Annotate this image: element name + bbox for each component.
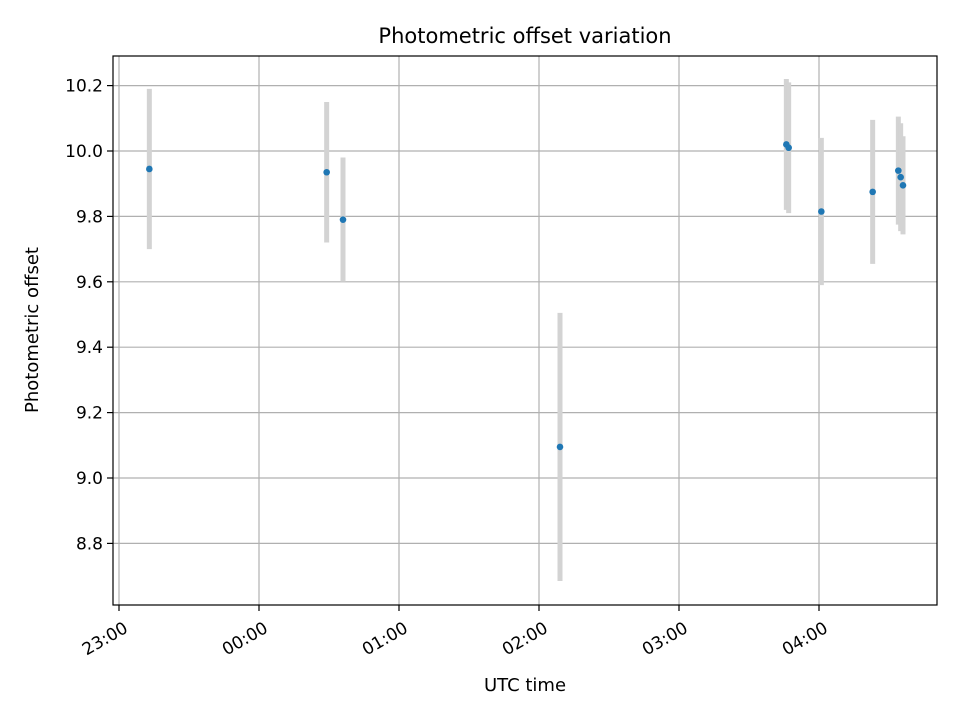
y-tick-label: 8.8 [76, 534, 103, 554]
chart-title: Photometric offset variation [378, 24, 671, 48]
y-tick-label: 9.2 [76, 404, 103, 424]
y-tick-label: 9.8 [76, 207, 103, 227]
grid [113, 56, 937, 605]
data-point [899, 182, 907, 189]
data-point [339, 216, 347, 223]
data-point [556, 443, 564, 451]
y-axis-label: Photometric offset [22, 247, 43, 413]
y-tick-label: 10.2 [65, 77, 103, 97]
y-axis-ticks: 8.8 9.0 9.2 9.4 9.6 9.8 10.0 10.2 [65, 77, 113, 554]
error-bars [146, 79, 906, 582]
plot-frame [112, 55, 938, 606]
data-point [146, 165, 153, 173]
x-tick-label: 03:00 [639, 618, 691, 660]
data-point [895, 167, 902, 174]
y-tick-label: 9.6 [76, 273, 103, 293]
data-point [869, 188, 876, 196]
data-point [785, 144, 792, 152]
x-axis-ticks: 23:00 00:00 01:00 02:00 03:00 04:00 [79, 605, 831, 660]
data-point [818, 208, 825, 215]
y-tick-label: 9.4 [76, 338, 103, 358]
y-tick-label: 10.0 [65, 142, 103, 162]
y-tick-label: 9.0 [76, 469, 103, 489]
data-point [323, 168, 330, 176]
x-tick-label: 00:00 [219, 618, 271, 660]
x-tick-label: 02:00 [499, 618, 551, 660]
x-tick-label: 04:00 [779, 618, 831, 660]
x-axis-label: UTC time [484, 675, 566, 696]
x-tick-label: 01:00 [359, 618, 411, 660]
x-tick-label: 23:00 [79, 618, 131, 660]
data-points [146, 141, 907, 451]
data-point [897, 173, 904, 181]
